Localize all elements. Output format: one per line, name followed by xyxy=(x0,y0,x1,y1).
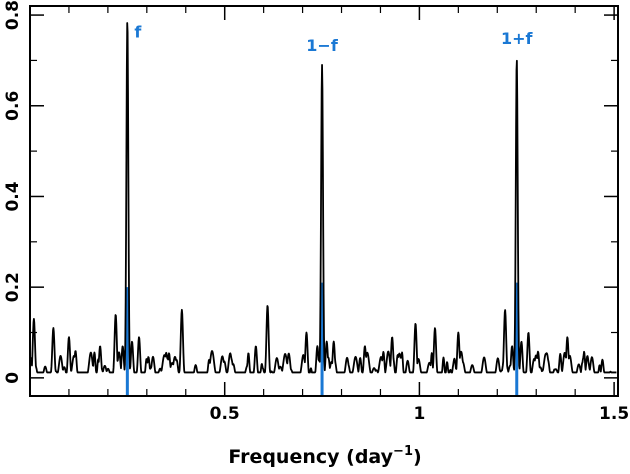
x-tick-label: 0.5 xyxy=(210,404,240,424)
plot-border xyxy=(29,5,619,397)
x-tick-label: 1.5 xyxy=(599,404,629,424)
y-tick-label: 0.2 xyxy=(3,272,23,302)
peak-label: f xyxy=(134,23,142,42)
plot-frame xyxy=(29,5,619,397)
periodogram-line xyxy=(29,22,617,374)
y-tick-label: 0.8 xyxy=(3,0,23,30)
peak-label: 1+f xyxy=(501,29,534,48)
tick-layer xyxy=(30,6,618,396)
x-axis-title: Frequency (day−1) xyxy=(228,444,421,468)
stem-layer xyxy=(125,282,519,396)
x-tick-label: 1 xyxy=(413,404,425,424)
label-layer: 0.5 1 1.5 0 0.2 0.4 0.6 0.8 f 1−f 1+f xyxy=(3,0,629,424)
y-tick-label: 0.4 xyxy=(3,181,23,211)
y-tick-label: 0 xyxy=(3,372,23,384)
x-axis-title-main: Frequency (day xyxy=(228,446,393,468)
x-axis-title-close: ) xyxy=(413,446,422,468)
y-tick-label: 0.6 xyxy=(3,91,23,121)
x-axis-title-sup: −1 xyxy=(393,444,413,459)
curve-layer xyxy=(29,22,617,374)
peak-label: 1−f xyxy=(306,36,339,55)
